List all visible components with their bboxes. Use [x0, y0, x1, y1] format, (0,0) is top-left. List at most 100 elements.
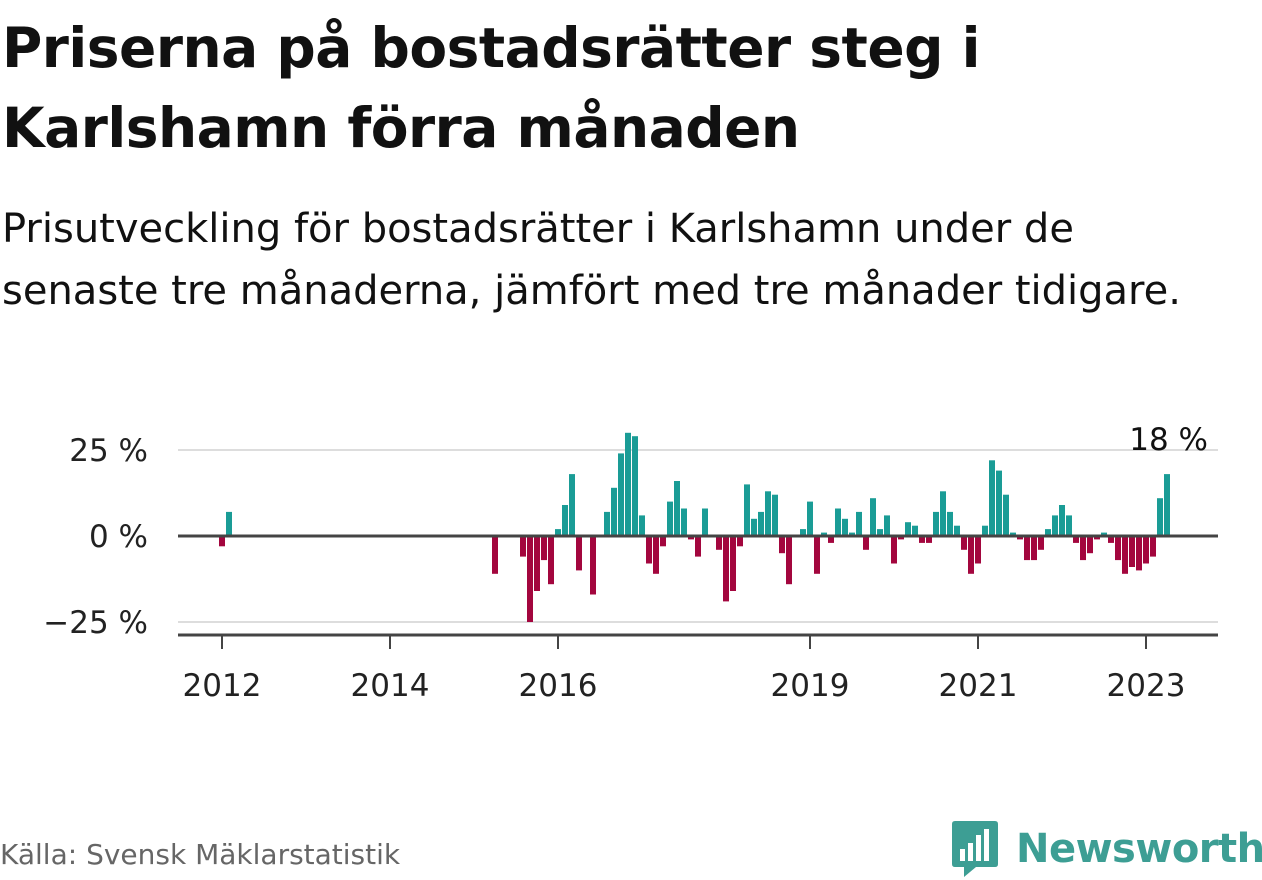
brand-name: Newsworthy	[1016, 826, 1262, 872]
bar	[1087, 536, 1093, 554]
bar	[555, 529, 561, 536]
bar	[681, 508, 687, 536]
bar	[842, 518, 848, 536]
bar	[219, 536, 225, 547]
bar	[1066, 515, 1072, 536]
bar	[1045, 529, 1051, 536]
bar	[1017, 536, 1023, 540]
bar	[492, 536, 498, 574]
bar	[744, 484, 750, 536]
y-tick-label: −25 %	[43, 605, 148, 641]
bar	[856, 511, 862, 536]
latest-value-annotation: 18 %	[1129, 422, 1208, 458]
bar	[807, 501, 813, 536]
x-tick-label: 2014	[351, 668, 430, 700]
bar	[863, 536, 869, 550]
gridlines	[178, 449, 1218, 623]
bar	[1115, 536, 1121, 561]
bar	[940, 491, 946, 536]
bar	[604, 511, 610, 536]
source-note: Källa: Svensk Mäklarstatistik	[0, 838, 401, 871]
bar	[660, 536, 666, 547]
bar	[1164, 474, 1170, 536]
bar	[702, 508, 708, 536]
bar	[723, 536, 729, 602]
bar	[877, 529, 883, 536]
bar	[779, 536, 785, 554]
bar	[989, 460, 995, 536]
bar	[1038, 536, 1044, 550]
bar	[772, 494, 778, 536]
x-tick-label: 2021	[939, 668, 1018, 700]
bar	[800, 529, 806, 536]
bar	[954, 525, 960, 536]
y-axis-ticks: 25 % 0 % −25 %	[43, 433, 148, 641]
bar	[576, 536, 582, 571]
bar	[751, 518, 757, 536]
bar	[814, 536, 820, 574]
bar	[1059, 505, 1065, 536]
bar	[653, 536, 659, 574]
bar	[912, 525, 918, 536]
bar	[695, 536, 701, 557]
bar	[835, 508, 841, 536]
bar	[982, 525, 988, 536]
bar	[611, 487, 617, 536]
bar-chart-logo-icon	[952, 821, 998, 877]
bar	[667, 501, 673, 536]
bar	[870, 498, 876, 536]
bar	[534, 536, 540, 591]
bar	[1052, 515, 1058, 536]
bar	[1108, 536, 1114, 543]
x-tick-label: 2023	[1107, 668, 1186, 700]
bar	[821, 532, 827, 536]
bar	[541, 536, 547, 561]
bar	[828, 536, 834, 543]
bars	[219, 432, 1170, 622]
bar	[968, 536, 974, 574]
bar	[926, 536, 932, 543]
bar	[891, 536, 897, 564]
bar	[562, 505, 568, 536]
bar	[961, 536, 967, 550]
bar	[1101, 532, 1107, 536]
chart-title: Priserna på bostadsrätter steg i Karlsha…	[2, 16, 981, 160]
bar	[1024, 536, 1030, 561]
bar	[884, 515, 890, 536]
x-tick-label: 2019	[771, 668, 850, 700]
bar	[975, 536, 981, 564]
bar	[590, 536, 596, 595]
bar	[1143, 536, 1149, 564]
bar	[1136, 536, 1142, 571]
bar	[1129, 536, 1135, 567]
bar	[674, 481, 680, 536]
bar	[898, 536, 904, 540]
bar	[625, 432, 631, 536]
x-tick-label: 2016	[519, 668, 598, 700]
bar	[758, 511, 764, 536]
bar	[1010, 532, 1016, 536]
bar	[569, 474, 575, 536]
bar	[1122, 536, 1128, 574]
bar	[933, 511, 939, 536]
bar	[1080, 536, 1086, 561]
bar	[1094, 536, 1100, 540]
bar	[1157, 498, 1163, 536]
x-axis-ticks: 2012 2014 2016 2019 2021 2023	[183, 635, 1186, 700]
bar	[919, 536, 925, 543]
chart-subtitle: Prisutveckling för bostadsrätter i Karls…	[2, 206, 1181, 314]
bar	[765, 491, 771, 536]
bar	[226, 511, 232, 536]
bar	[786, 536, 792, 585]
brand-logo: Newsworthy	[950, 818, 1262, 880]
bar	[688, 536, 694, 540]
bar	[737, 536, 743, 547]
bar	[1150, 536, 1156, 557]
bar	[947, 511, 953, 536]
bar	[730, 536, 736, 591]
bar	[1073, 536, 1079, 543]
bar	[548, 536, 554, 585]
bar	[639, 515, 645, 536]
bar	[905, 522, 911, 536]
y-tick-label: 25 %	[69, 433, 148, 469]
